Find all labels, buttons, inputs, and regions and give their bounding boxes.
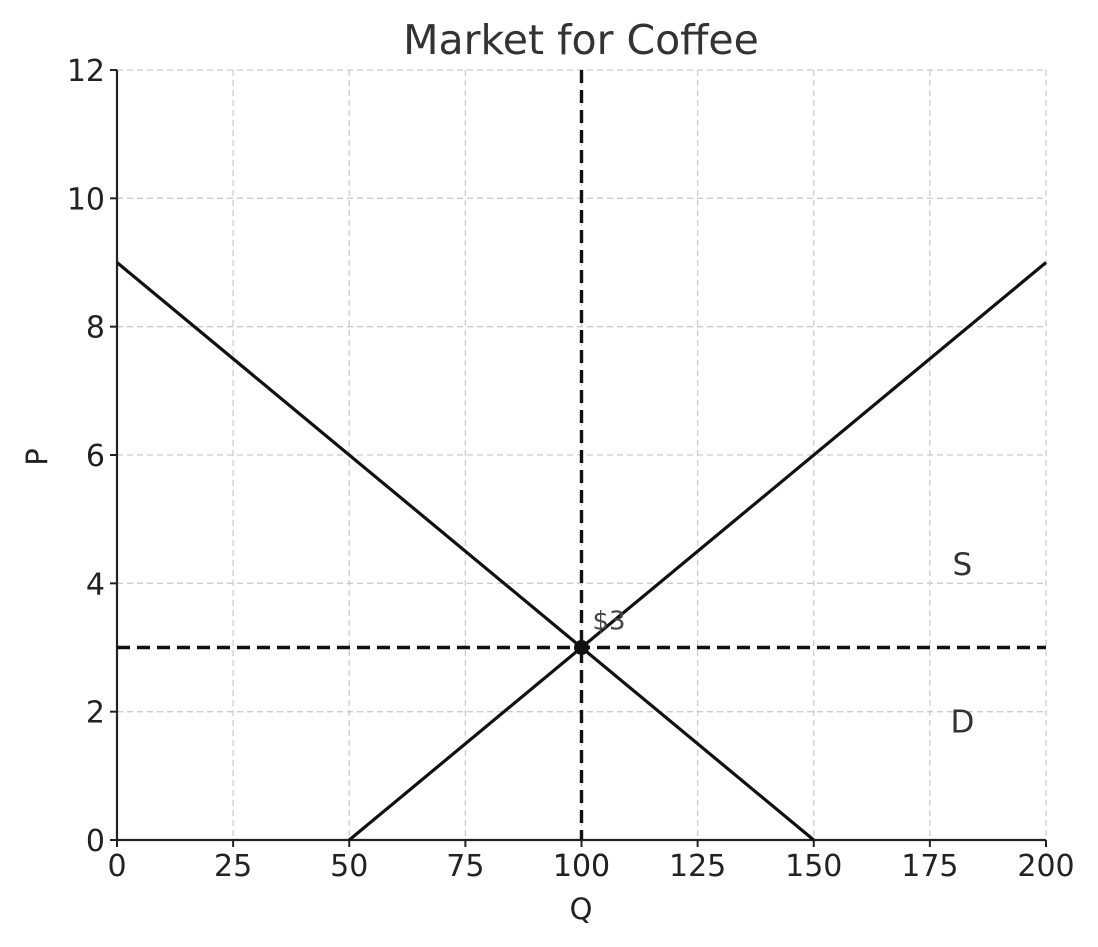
y-tick-label: 0: [86, 824, 105, 859]
chart-title: Market for Coffee: [403, 16, 759, 64]
equilibrium-point: [574, 640, 589, 655]
y-tick-label: 12: [67, 54, 105, 89]
supply-curve-label: S: [953, 547, 973, 583]
demand-curve-label: D: [950, 704, 974, 740]
demand-curve: [115, 261, 815, 842]
x-tick-label: 200: [1017, 849, 1074, 884]
y-tick-label: 8: [86, 311, 105, 346]
y-tick-label: 2: [86, 696, 105, 731]
supply-curve: [348, 261, 1048, 842]
y-axis-label: P: [20, 448, 54, 466]
x-tick-label: 150: [785, 849, 842, 884]
x-tick-label: 125: [669, 849, 726, 884]
x-axis-label: Q: [570, 892, 593, 926]
equilibrium-price-label: $3: [593, 607, 626, 637]
series: [115, 70, 1048, 842]
x-tick-label: 50: [330, 849, 368, 884]
x-tick-label: 0: [107, 849, 126, 884]
equilibrium-quantity-label: 100: [553, 849, 610, 884]
y-tick-label: 10: [67, 182, 105, 217]
y-tick-label: 6: [86, 439, 105, 474]
axes: 0 25 50 75 100 125 150 175 200 0 2 4 6 8 10 12: [67, 54, 1075, 884]
x-tick-label: 25: [214, 849, 252, 884]
x-tick-label: 100: [553, 849, 610, 884]
annotations: $3 100 S D: [553, 547, 974, 884]
x-tick-label: 75: [446, 849, 484, 884]
y-tick-label: 4: [86, 567, 105, 602]
x-tick-label: 175: [901, 849, 958, 884]
